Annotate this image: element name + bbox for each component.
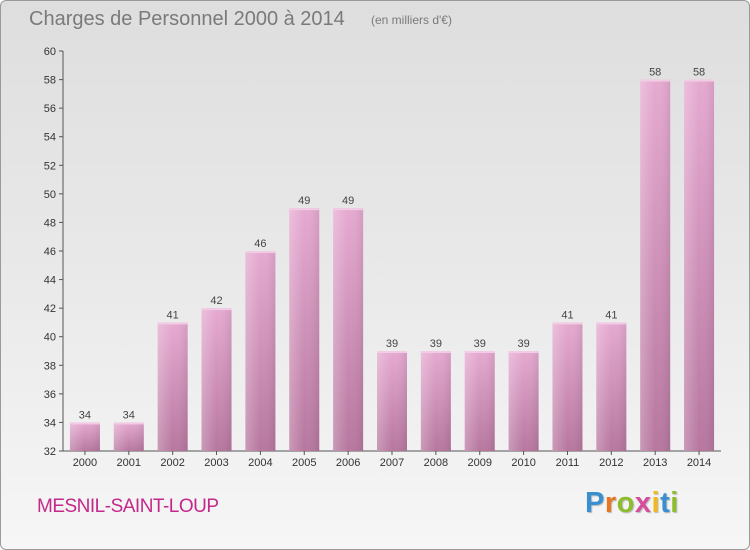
x-tick-label: 2005 [292, 457, 316, 469]
logo-letter: x [634, 487, 652, 519]
bar-shade [464, 351, 495, 451]
y-tick-label: 40 [44, 332, 56, 344]
y-tick-label: 60 [44, 46, 56, 58]
logo-letter: o [616, 487, 635, 519]
data-label: 49 [342, 195, 354, 207]
bar-shade [596, 322, 627, 451]
bar-top-highlight [113, 422, 144, 425]
bar-top-highlight [201, 308, 232, 311]
logo-letter: r [604, 487, 617, 519]
x-tick-label: 2011 [556, 457, 580, 469]
bar-shade [201, 308, 232, 451]
bar-shade [157, 322, 188, 451]
bar-top-highlight [596, 322, 627, 325]
data-label: 41 [167, 309, 179, 321]
y-tick-label: 54 [44, 132, 56, 144]
bar-shade [245, 251, 276, 451]
y-tick-label: 34 [44, 417, 56, 429]
data-label: 42 [210, 295, 222, 307]
x-tick-label: 2004 [248, 457, 272, 469]
logo-letter: i [670, 487, 679, 519]
bar-top-highlight [552, 322, 583, 325]
x-tick-label: 2003 [204, 457, 228, 469]
bar-top-highlight [157, 322, 188, 325]
y-tick-label: 48 [44, 217, 56, 229]
data-label: 58 [649, 67, 661, 79]
bar-shade [69, 422, 100, 451]
bar-shade [508, 351, 539, 451]
chart-unit: (en milliers d'€) [371, 13, 452, 27]
data-label: 39 [430, 338, 442, 350]
bar-shade [552, 322, 583, 451]
logo-letter: t [660, 487, 671, 519]
y-tick-label: 58 [44, 75, 56, 87]
x-tick-label: 2001 [117, 457, 141, 469]
x-tick-label: 2002 [160, 457, 184, 469]
y-tick-label: 38 [44, 360, 56, 372]
y-tick-label: 50 [44, 189, 56, 201]
y-tick-label: 56 [44, 103, 56, 115]
bar-top-highlight [377, 351, 407, 353]
bar-top-highlight [333, 208, 364, 211]
bar-top-highlight [289, 208, 320, 211]
bar-shade [289, 208, 320, 451]
proxiti-logo: Proxiti [585, 487, 679, 520]
bar-shade [113, 422, 144, 451]
data-label: 34 [123, 409, 135, 421]
x-tick-label: 2006 [336, 457, 360, 469]
y-tick-label: 46 [44, 246, 56, 258]
data-label: 58 [693, 67, 705, 79]
x-tick-label: 2009 [467, 457, 491, 469]
x-tick-label: 2010 [511, 457, 535, 469]
bar-shade [684, 79, 715, 452]
logo-letter: P [585, 487, 605, 519]
x-tick-label: 2007 [380, 457, 404, 469]
chart-title: Charges de Personnel 2000 à 2014 [29, 8, 345, 30]
y-tick-label: 52 [44, 160, 56, 172]
data-label: 39 [386, 338, 398, 350]
x-tick-label: 2012 [599, 457, 623, 469]
x-tick-label: 2008 [424, 457, 448, 469]
bar-top-highlight [245, 251, 276, 253]
y-tick-label: 42 [44, 303, 56, 315]
data-label: 41 [561, 309, 573, 321]
y-tick-label: 44 [44, 275, 56, 287]
x-tick-label: 2013 [643, 457, 667, 469]
x-tick-label: 2000 [73, 457, 97, 469]
bar-top-highlight [684, 79, 715, 82]
commune-name: MESNIL-SAINT-LOUP [37, 496, 219, 517]
data-label: 39 [517, 338, 529, 350]
bar-shade [333, 208, 364, 451]
data-label: 46 [254, 238, 266, 250]
x-tick-label: 2014 [687, 457, 711, 469]
y-tick-label: 36 [44, 389, 56, 401]
data-label: 34 [79, 409, 91, 421]
y-tick-label: 32 [44, 446, 56, 458]
data-label: 39 [474, 338, 486, 350]
bar-top-highlight [69, 422, 100, 425]
logo-letter: i [651, 487, 661, 519]
data-label: 49 [298, 195, 310, 207]
bar-shade [640, 79, 671, 452]
bar-shade [420, 351, 451, 451]
bar-top-highlight [640, 79, 671, 82]
bar-top-highlight [464, 351, 495, 353]
bar-top-highlight [420, 351, 451, 353]
bar-top-highlight [508, 351, 539, 353]
data-label: 41 [605, 309, 617, 321]
bar-shade [377, 351, 407, 451]
